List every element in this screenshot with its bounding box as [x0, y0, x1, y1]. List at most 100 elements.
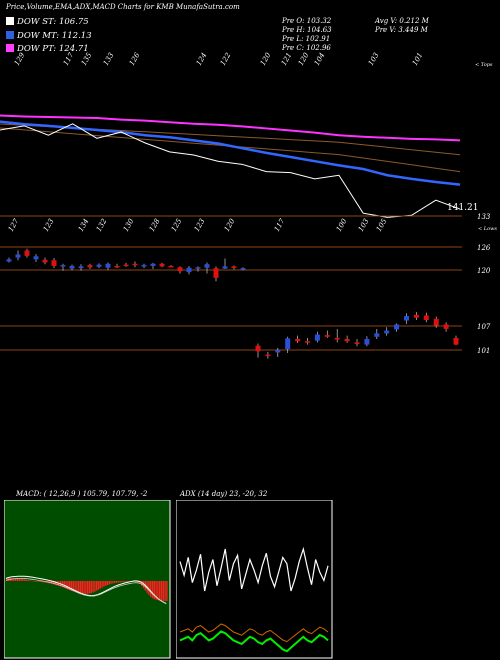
macd-histogram-bar: [63, 581, 65, 588]
macd-histogram-bar: [151, 581, 154, 599]
candle-body: [51, 260, 57, 266]
bottom-tick-label: 100: [335, 217, 349, 233]
macd-histogram-bar: [65, 581, 67, 589]
candle-body: [114, 265, 120, 268]
top-tick-label: 126: [128, 51, 142, 67]
legend-dow-pt: DOW PT: 124.71: [6, 44, 89, 54]
macd-histogram-bar: [52, 581, 55, 585]
candle-body: [78, 266, 84, 269]
candle-body: [6, 259, 12, 262]
adx-minus-di-line: [179, 623, 329, 643]
price-chart: 129 117 135 133 126 124 122 120 121 120 104 103 101 <…: [0, 51, 497, 359]
candle-body: [186, 267, 192, 273]
macd-histogram-bar: [69, 581, 71, 591]
prev-volume: Pre V: 3.449 M: [375, 26, 428, 34]
macd-histogram-bar: [155, 581, 157, 600]
level-label: 107: [477, 323, 491, 331]
avg-volume: Avg V: 0.212 M: [375, 17, 429, 25]
macd-histogram-bar: [79, 581, 82, 594]
macd-histogram-bar: [54, 581, 56, 585]
bottom-tick-label: 123: [193, 217, 207, 233]
candle-body: [96, 264, 102, 267]
macd-histogram-bar: [67, 581, 69, 590]
macd-histogram-bar: [40, 581, 42, 582]
macd-panel: [4, 500, 171, 659]
candle-body: [159, 263, 165, 267]
macd-histogram-bar: [97, 581, 100, 590]
macd-title: MACD: ( 12,26,9 ) 105.79, 107.79, -2: [16, 490, 148, 498]
macd-line: [5, 575, 167, 605]
ema-line-brown-2: [0, 127, 461, 173]
candle-body: [443, 324, 449, 329]
candle-body: [404, 316, 409, 321]
candle-body: [24, 250, 30, 256]
macd-histogram-bar: [164, 581, 166, 601]
candle-body: [87, 265, 93, 268]
legend-swatch-st: [6, 17, 14, 25]
macd-histogram-bar: [42, 581, 44, 583]
candle-body: [324, 335, 330, 337]
macd-histogram-bar: [126, 581, 128, 582]
top-tick-label: 135: [80, 51, 94, 67]
macd-histogram-bar: [153, 581, 155, 600]
candle-body: [354, 342, 360, 345]
macd-histogram-bar: [76, 581, 78, 593]
macd-histogram-bar: [160, 581, 163, 601]
candle-body: [123, 264, 129, 267]
macd-histogram-bar: [83, 581, 85, 594]
candle-body: [374, 333, 380, 337]
candle-body: [141, 265, 147, 267]
candle-body: [195, 267, 201, 269]
legend-dow-st: DOW ST: 106.75: [6, 17, 89, 27]
candle-body: [394, 324, 400, 330]
last-value-label: 141.21: [447, 203, 479, 213]
top-tick-label: 133: [102, 51, 116, 67]
macd-histogram-bar: [43, 581, 46, 583]
bottom-tick-label: 105: [375, 217, 389, 233]
candle-body: [42, 259, 48, 263]
prev-open: Pre O: 103.32: [282, 17, 332, 25]
macd-histogram-bar: [119, 581, 121, 583]
macd-histogram-bar: [15, 578, 17, 581]
candle-body: [15, 254, 21, 258]
macd-histogram-bar: [22, 579, 24, 581]
macd-histogram-bar: [81, 581, 83, 594]
macd-histogram-bar: [124, 581, 127, 582]
macd-histogram-bar: [31, 580, 33, 582]
adx-title: ADX (14 day) 23, -20, 32: [180, 490, 268, 498]
macd-histogram-bar: [157, 581, 159, 601]
candle-body: [231, 266, 237, 268]
bottom-tick-label: 103: [357, 217, 371, 233]
macd-histogram-bar: [18, 578, 20, 581]
macd-histogram-bar: [162, 581, 164, 601]
candle-body: [69, 265, 75, 269]
candle-body: [364, 339, 370, 345]
candle-body: [204, 264, 210, 268]
macd-histogram-bar: [36, 581, 38, 582]
macd-histogram-bar: [148, 581, 150, 595]
candle-body: [314, 334, 320, 341]
macd-histogram-bar: [90, 581, 92, 593]
macd-histogram-bar: [123, 581, 125, 582]
top-tick-label: 124: [195, 51, 209, 67]
bottom-tick-label: 130: [122, 217, 136, 233]
macd-histogram-bar: [115, 581, 118, 583]
macd-histogram-bar: [117, 581, 119, 583]
candle-body: [222, 266, 228, 269]
legend-swatch-mt: [6, 31, 14, 39]
candle-body: [265, 354, 271, 357]
bottom-tick-label: 117: [273, 217, 287, 233]
macd-histogram-bar: [72, 581, 74, 592]
candle-body: [423, 315, 429, 320]
legend-swatch-pt: [6, 44, 14, 52]
macd-histogram-bar: [114, 581, 116, 583]
adx-line: [179, 630, 329, 653]
macd-histogram-bar: [88, 581, 91, 594]
macd-histogram-bar: [6, 578, 8, 581]
candle-body: [305, 341, 310, 343]
macd-histogram-bar: [29, 580, 31, 581]
macd-histogram-bar: [96, 581, 98, 591]
macd-histogram-bar: [94, 581, 96, 592]
candle-body: [275, 350, 281, 353]
candle-body: [240, 268, 246, 270]
